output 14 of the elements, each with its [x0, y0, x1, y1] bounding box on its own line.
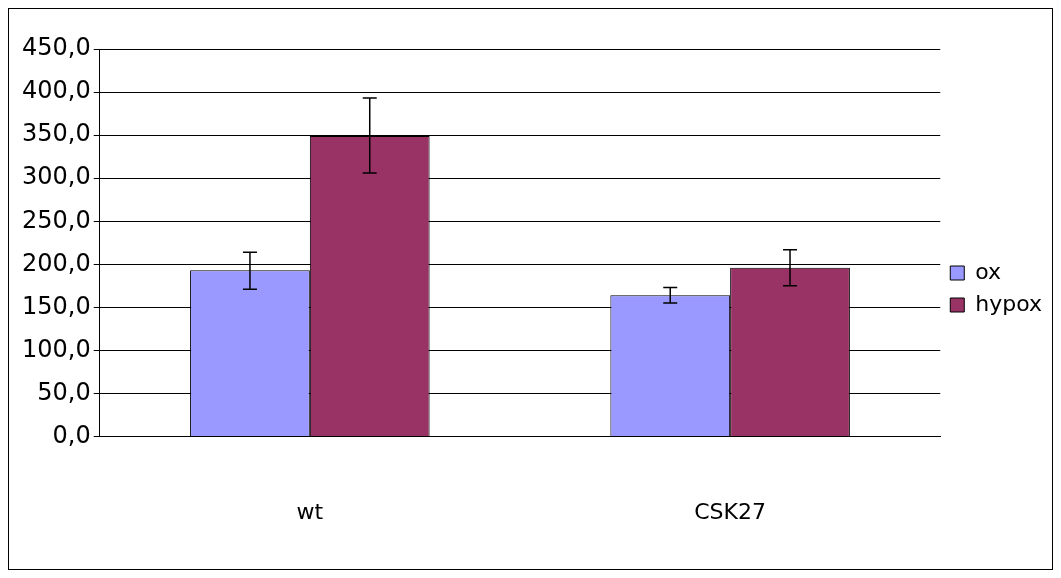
legend-label: ox [975, 258, 1002, 284]
y-tick-label: 450,0 [21, 33, 91, 62]
y-tick-label: 150,0 [21, 291, 91, 320]
y-tick-label: 50,0 [37, 377, 91, 406]
y-tick-label: 100,0 [21, 334, 91, 363]
y-tick-label: 300,0 [21, 162, 91, 191]
y-tick-label: 400,0 [21, 76, 91, 105]
x-tick-label: wt [296, 498, 324, 524]
y-tick-label: 0,0 [52, 420, 91, 449]
y-tick-label: 200,0 [21, 248, 91, 277]
y-tick-label: 250,0 [21, 205, 91, 234]
y-tick-label: 350,0 [21, 119, 91, 148]
legend-label: hypox [975, 290, 1042, 316]
x-tick-label: CSK27 [694, 498, 766, 524]
